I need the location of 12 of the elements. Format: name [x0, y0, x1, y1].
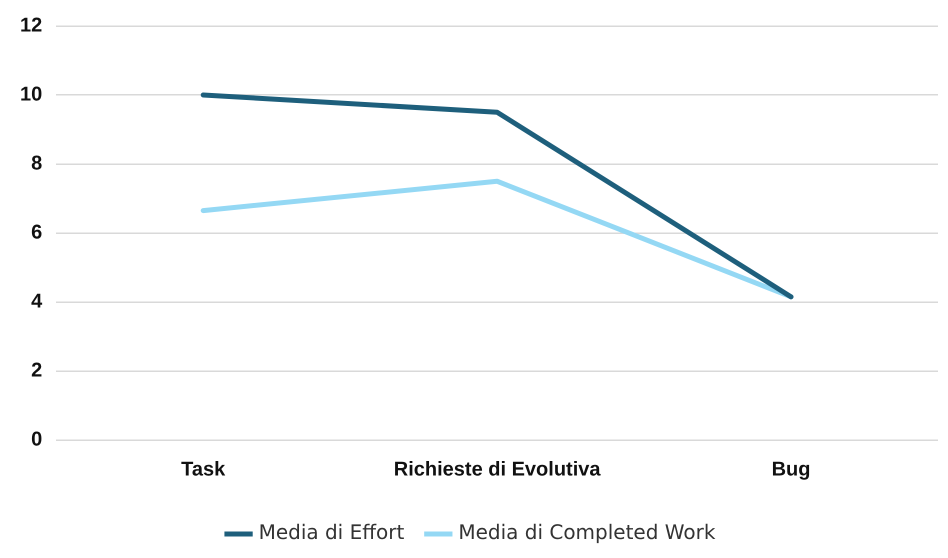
x-tick-label: Task: [181, 458, 226, 481]
y-tick-label: 6: [31, 222, 42, 244]
y-tick-label: 2: [31, 360, 42, 382]
x-tick-label: Richieste di Evolutiva: [394, 458, 602, 481]
y-tick-label: 0: [31, 428, 42, 451]
legend-label: Media di Completed Work: [458, 520, 716, 544]
x-tick-label: Bug: [772, 458, 810, 481]
y-tick-label: 8: [31, 152, 42, 175]
legend-label: Media di Effort: [258, 520, 404, 544]
y-tick-label: 12: [20, 14, 42, 37]
y-tick-label: 10: [20, 84, 42, 106]
y-tick-label: 4: [31, 290, 44, 313]
